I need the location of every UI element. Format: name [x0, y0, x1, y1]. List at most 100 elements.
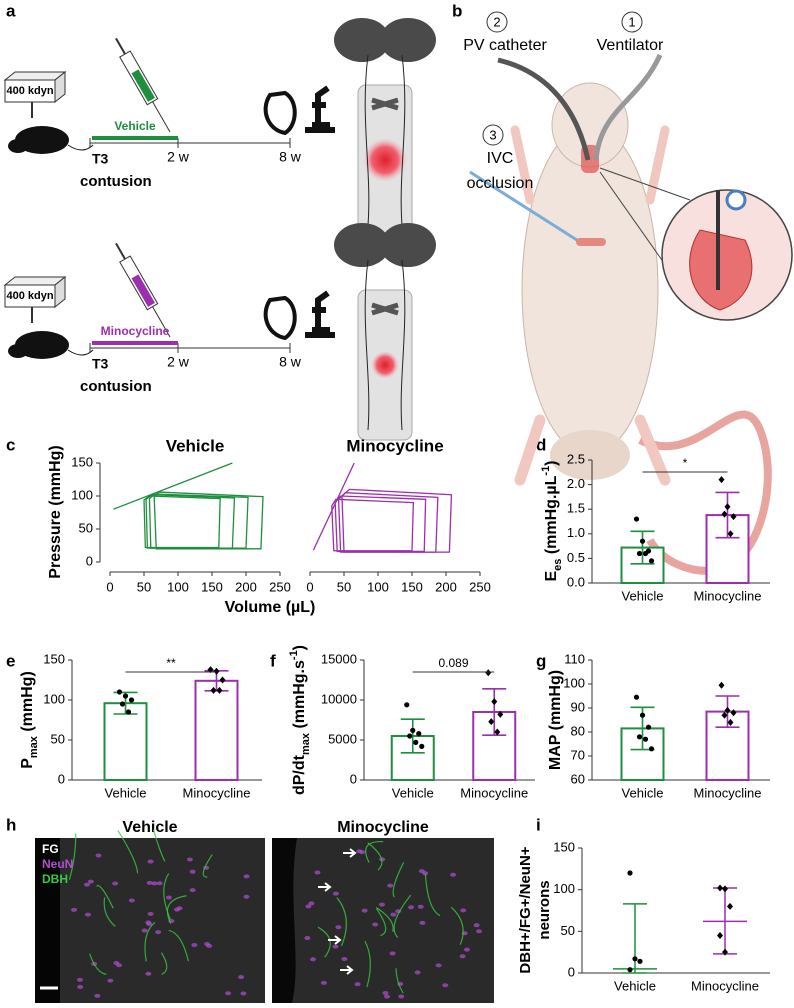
neuron [382, 991, 389, 996]
espvr-line [113, 462, 233, 510]
x-tick-label: 100 [367, 579, 389, 594]
x-tick-label: 250 [469, 579, 491, 594]
neuron [473, 923, 480, 928]
time-label: 8 w [279, 149, 302, 165]
data-point [717, 884, 723, 892]
data-point [727, 718, 734, 726]
neuron [243, 874, 250, 879]
y-axis-label-part: ) [543, 460, 560, 465]
y-axis-label: Pmax (mmHg) [19, 671, 40, 769]
fiber [395, 968, 404, 994]
fiber [424, 873, 441, 917]
step-number: 2 [493, 14, 500, 29]
error-bar [482, 688, 507, 736]
x-tick-label: Minocycline [694, 785, 762, 800]
time-label: 2 w [167, 354, 190, 370]
neuron [147, 859, 154, 864]
data-point [727, 902, 733, 910]
syringe-plunger [115, 37, 126, 55]
y-tick-label: 150 [43, 651, 65, 666]
x-tick-label: Vehicle [622, 785, 664, 800]
data-point [207, 666, 214, 674]
neuron [417, 904, 424, 909]
neuron [460, 908, 467, 913]
y-axis-label-part: (mmHg.µL [543, 475, 560, 558]
fiber [117, 830, 139, 874]
fiber [168, 929, 190, 962]
y-axis-label-part: es [552, 559, 564, 571]
y-tick-label: 100 [71, 487, 93, 502]
rat-illustration [469, 53, 793, 575]
pv-loop [341, 488, 453, 553]
brain [380, 18, 436, 62]
y-tick-label: 110 [564, 651, 585, 666]
fiber [166, 895, 187, 924]
neuron [390, 912, 397, 917]
data-point [722, 948, 728, 956]
neuron [442, 983, 449, 988]
fiber [68, 833, 77, 880]
neuron [191, 943, 198, 948]
neuron [372, 922, 379, 927]
data-point [413, 739, 419, 746]
x-tick-label: Vehicle [622, 588, 664, 603]
panel-label: b [452, 1, 462, 20]
neuron [332, 944, 339, 949]
neuron [450, 872, 457, 877]
neuron [408, 905, 415, 910]
neuron [308, 901, 315, 906]
panel-label: d [536, 435, 546, 454]
neuron [435, 963, 442, 968]
y-tick-label: 50 [79, 520, 93, 535]
step-number: 1 [628, 14, 635, 29]
impact-label: 400 kdyn [6, 290, 53, 302]
syringe-needle [152, 306, 171, 338]
data-point [642, 550, 649, 557]
x-tick-label: Minocycline [183, 785, 251, 800]
y-axis-label-part: (mmHg.s [291, 660, 308, 733]
y-axis-label-part: E [543, 571, 560, 582]
range-whisker [623, 903, 647, 974]
data-point [128, 697, 135, 703]
data-point [718, 681, 725, 689]
x-tick-label: 150 [401, 579, 423, 594]
data-point [636, 550, 643, 557]
y-tick-label: 70 [571, 747, 585, 762]
neuron [332, 891, 339, 896]
x-tick-label: 0 [106, 579, 113, 594]
mouse [8, 344, 28, 358]
data-point [627, 870, 633, 876]
injury-label: contusion [80, 173, 152, 190]
fiber [450, 906, 464, 945]
mouse [15, 126, 69, 154]
data-point [119, 701, 126, 707]
neuron [305, 904, 312, 909]
data-point [717, 932, 723, 939]
data-point [721, 711, 728, 719]
y-tick-label: 0 [58, 771, 65, 786]
site-label: T3 [92, 151, 109, 167]
y-tick-label: 2.0 [567, 476, 585, 491]
chart-title: Minocycline [346, 436, 443, 455]
neuron [128, 898, 135, 903]
neuron [151, 881, 158, 886]
bar [194, 679, 239, 781]
neuron [243, 894, 250, 899]
fiber [144, 921, 156, 962]
neuron [77, 984, 84, 989]
heart-icon [263, 90, 297, 136]
data-point [721, 510, 728, 518]
y-tick-label: 90 [571, 699, 585, 714]
data-point [632, 956, 638, 962]
x-tick-label: 200 [435, 579, 457, 594]
x-tick-label: Minocycline [460, 785, 528, 800]
data-point [633, 516, 640, 522]
catheter-label: Ventilator [597, 37, 664, 54]
y-axis-label-part: Pressure (mmHg) [47, 445, 64, 578]
panel-label: a [6, 1, 16, 20]
neuron [186, 857, 193, 862]
fiber [89, 953, 107, 975]
neuron [94, 993, 101, 998]
brain [380, 223, 436, 267]
neuron [112, 881, 119, 886]
